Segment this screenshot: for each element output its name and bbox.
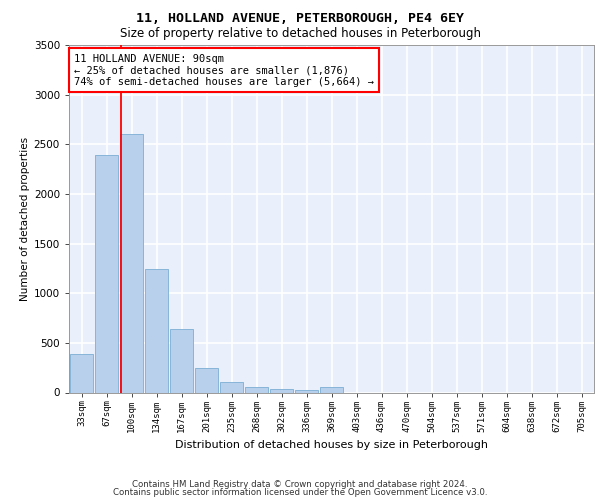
Bar <box>270 388 293 392</box>
Bar <box>70 354 93 393</box>
Bar <box>295 390 318 392</box>
Bar <box>145 270 168 392</box>
Text: Contains HM Land Registry data © Crown copyright and database right 2024.: Contains HM Land Registry data © Crown c… <box>132 480 468 489</box>
Text: Contains public sector information licensed under the Open Government Licence v3: Contains public sector information licen… <box>113 488 487 497</box>
X-axis label: Distribution of detached houses by size in Peterborough: Distribution of detached houses by size … <box>175 440 488 450</box>
Bar <box>220 382 243 392</box>
Bar <box>95 155 118 392</box>
Y-axis label: Number of detached properties: Number of detached properties <box>20 136 29 301</box>
Bar <box>170 329 193 392</box>
Text: Size of property relative to detached houses in Peterborough: Size of property relative to detached ho… <box>119 28 481 40</box>
Text: 11, HOLLAND AVENUE, PETERBOROUGH, PE4 6EY: 11, HOLLAND AVENUE, PETERBOROUGH, PE4 6E… <box>136 12 464 26</box>
Text: 11 HOLLAND AVENUE: 90sqm
← 25% of detached houses are smaller (1,876)
74% of sem: 11 HOLLAND AVENUE: 90sqm ← 25% of detach… <box>74 54 374 87</box>
Bar <box>320 387 343 392</box>
Bar <box>195 368 218 392</box>
Bar <box>245 387 268 392</box>
Bar <box>120 134 143 392</box>
